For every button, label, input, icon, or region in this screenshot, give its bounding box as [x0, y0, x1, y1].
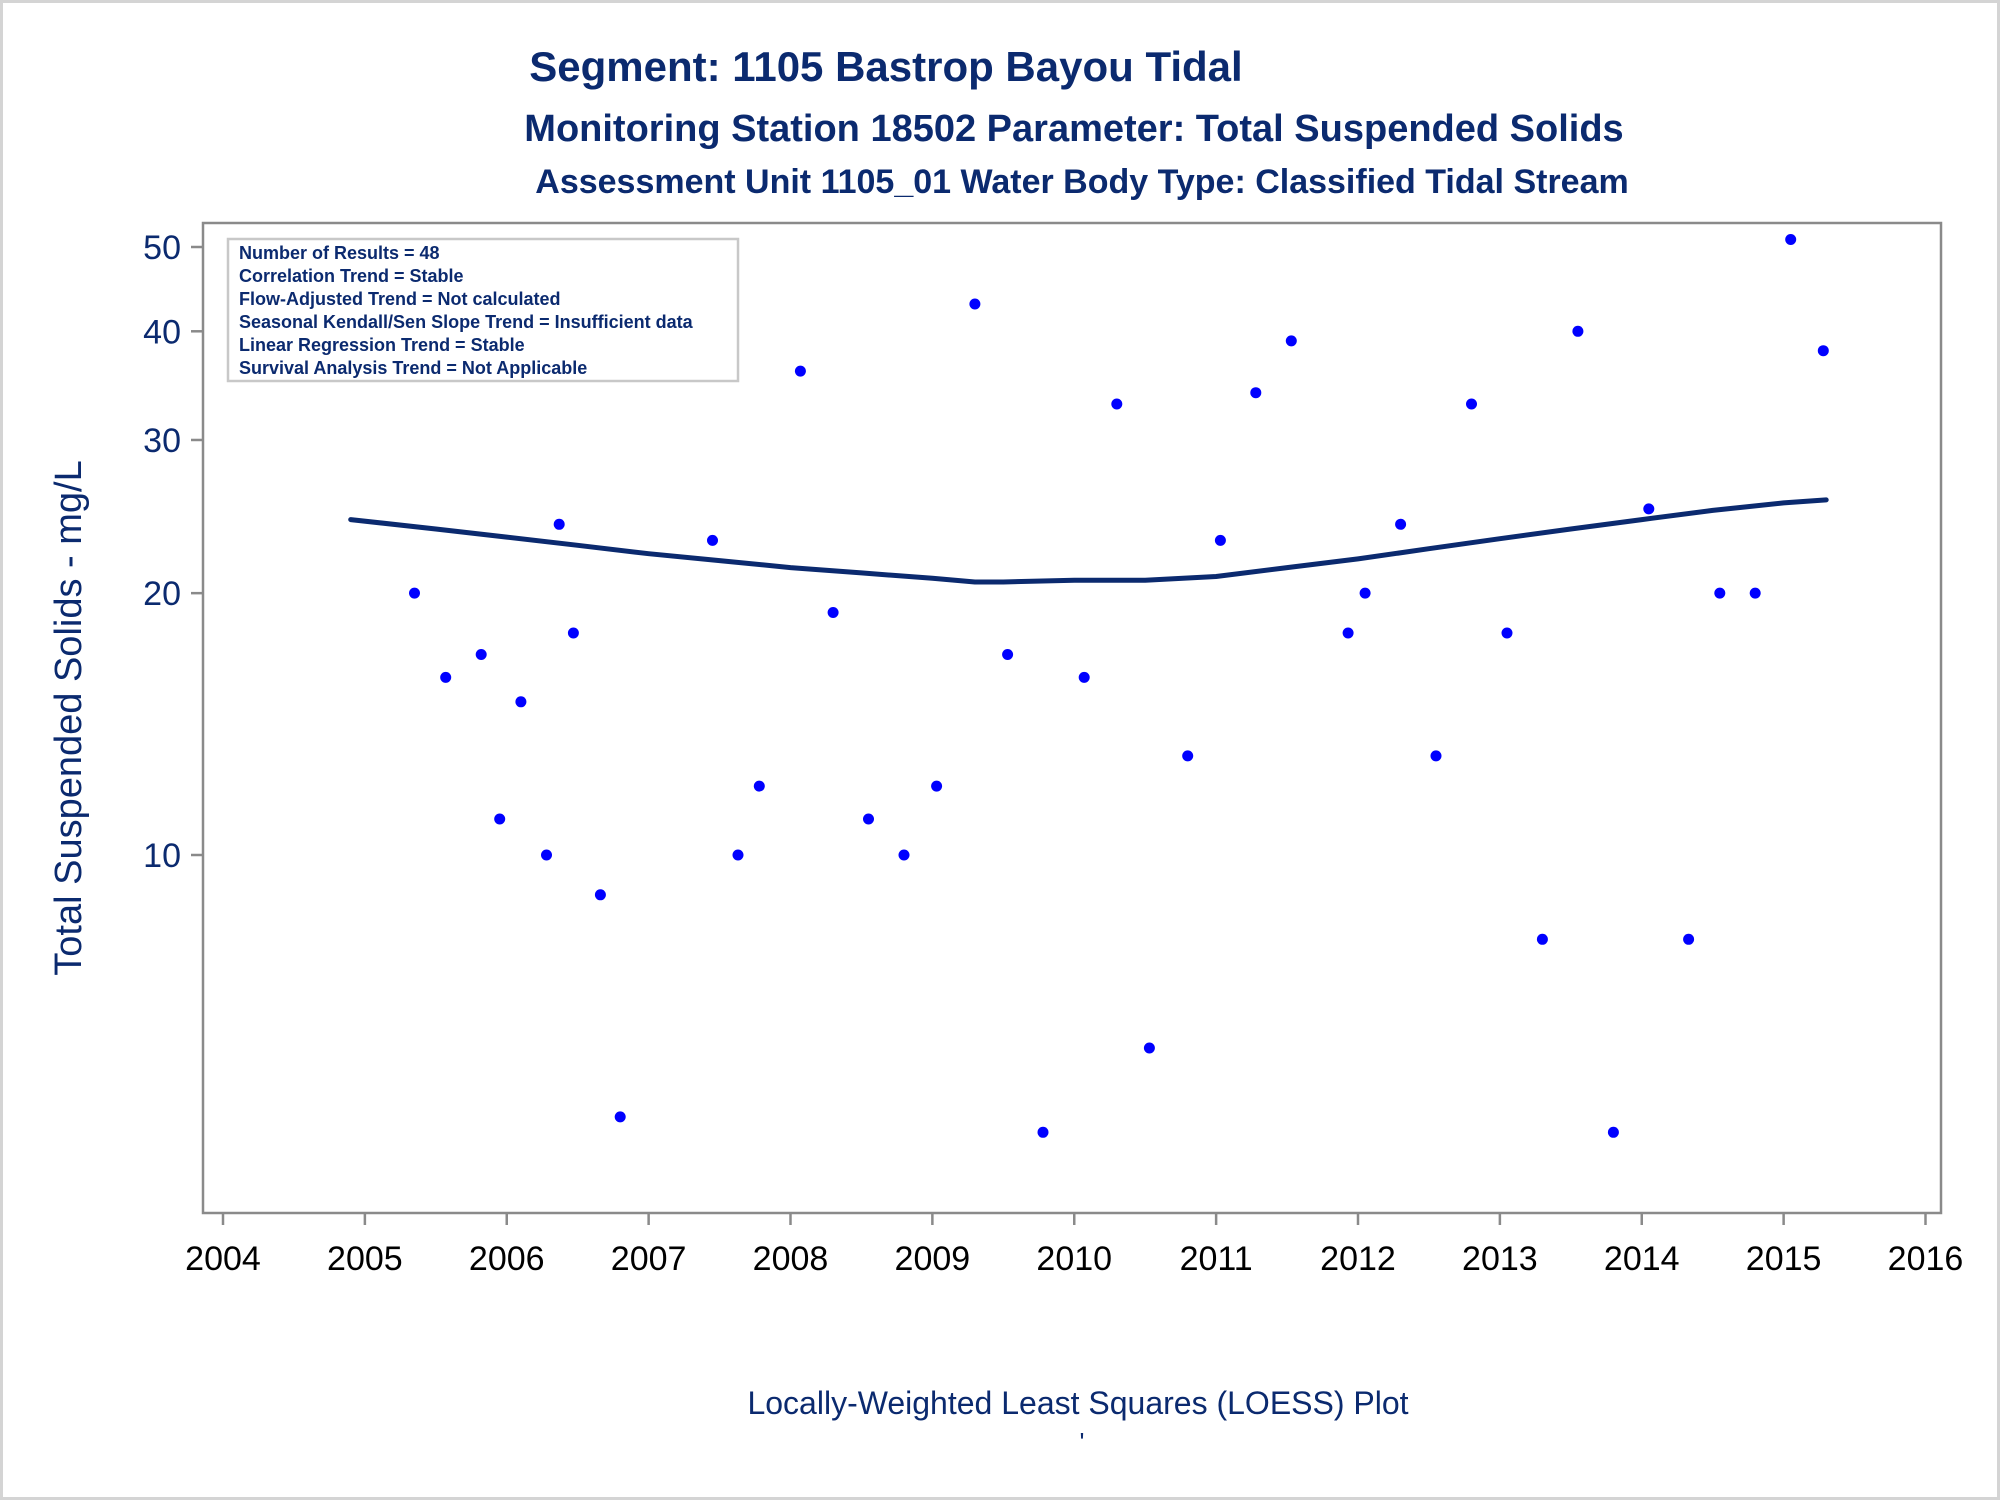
- data-point: [1714, 587, 1726, 599]
- x-tick-label: 2007: [611, 1240, 687, 1278]
- data-point: [475, 649, 487, 660]
- data-point: [1182, 750, 1194, 762]
- x-tick-label: 2006: [469, 1240, 545, 1278]
- data-point: [1285, 335, 1297, 347]
- footnote-mark: ': [1080, 1427, 1085, 1457]
- data-point: [969, 298, 981, 310]
- data-point: [1111, 398, 1123, 410]
- x-tick-label: 2004: [185, 1240, 261, 1278]
- x-tick-label: 2008: [753, 1240, 829, 1278]
- data-point: [1214, 534, 1226, 546]
- data-point: [1683, 933, 1695, 945]
- x-axis-label: Locally-Weighted Least Squares (LOESS) P…: [747, 1385, 1408, 1421]
- y-tick-label: 30: [143, 422, 181, 460]
- stats-lines: Number of Results = 48 Correlation Trend …: [239, 243, 694, 378]
- data-point: [1250, 387, 1262, 399]
- chart-title: Segment: 1105 Bastrop Bayou Tidal: [529, 43, 1242, 90]
- data-point: [827, 607, 839, 618]
- data-point: [541, 849, 552, 861]
- data-point: [753, 780, 765, 792]
- x-tick-label: 2005: [327, 1240, 403, 1278]
- chart-subtitle-2: Assessment Unit 1105_01 Water Body Type:…: [535, 163, 1628, 201]
- x-tick-label: 2011: [1180, 1240, 1253, 1278]
- data-point: [440, 671, 452, 683]
- data-point: [1501, 627, 1513, 639]
- stats-line: Number of Results = 48: [239, 243, 440, 263]
- plot-area: [201, 221, 1943, 1215]
- data-point: [1430, 750, 1442, 762]
- loess-layer: [348, 497, 1829, 585]
- data-point: [1002, 649, 1014, 660]
- data-point: [1607, 1126, 1619, 1138]
- stats-box: Number of Results = 48 Correlation Trend …: [226, 237, 740, 383]
- data-point: [794, 365, 806, 377]
- data-point: [1785, 234, 1797, 245]
- data-point: [931, 780, 943, 792]
- x-tick-label: 2009: [895, 1240, 971, 1278]
- y-tick-label: 20: [143, 575, 181, 613]
- data-point: [1359, 587, 1371, 599]
- stats-line: Correlation Trend = Stable: [239, 266, 464, 286]
- data-point: [1643, 503, 1655, 515]
- data-point: [707, 534, 718, 546]
- stats-line: Survival Analysis Trend = Not Applicable: [239, 358, 587, 378]
- y-axis-label: Total Suspended Solids - mg/L: [48, 460, 90, 975]
- stats-line: Linear Regression Trend = Stable: [239, 335, 525, 355]
- chart-subtitle: Monitoring Station 18502 Parameter: Tota…: [524, 108, 1623, 150]
- data-point: [515, 696, 527, 708]
- y-tick-label: 40: [143, 313, 181, 351]
- x-tick-label: 2016: [1888, 1240, 1964, 1278]
- stats-line: Flow-Adjusted Trend = Not calculated: [239, 289, 561, 309]
- data-point: [732, 849, 744, 861]
- x-tick-label: 2015: [1746, 1240, 1822, 1278]
- y-axis-ticks: 10 20 30 40 50: [143, 229, 203, 875]
- data-point: [1143, 1042, 1155, 1054]
- chart-svg: Segment: 1105 Bastrop Bayou Tidal Monito…: [48, 43, 1963, 1457]
- data-point: [1395, 518, 1407, 530]
- data-point: [553, 518, 565, 530]
- y-tick-label: 50: [143, 229, 181, 267]
- data-point: [594, 889, 606, 901]
- data-point: [898, 849, 910, 861]
- loess-trend-line: [348, 497, 1829, 585]
- data-point: [1749, 587, 1761, 599]
- x-tick-label: 2012: [1320, 1240, 1396, 1278]
- data-point: [494, 813, 506, 825]
- data-point: [1342, 627, 1354, 639]
- data-point: [1037, 1126, 1049, 1138]
- x-tick-label: 2013: [1462, 1240, 1538, 1278]
- data-point: [1817, 345, 1829, 357]
- data-point: [567, 627, 579, 639]
- x-tick-label: 2010: [1036, 1240, 1112, 1278]
- data-point: [1536, 933, 1548, 945]
- stats-box-frame: [226, 237, 740, 383]
- stats-line: Seasonal Kendall/Sen Slope Trend = Insuf…: [239, 312, 694, 332]
- data-point: [614, 1111, 626, 1123]
- data-point: [863, 813, 874, 825]
- x-axis-ticks: 2004 2005 2006 2007 2008 2009 2010 2011 2012 2013…: [185, 1213, 1963, 1278]
- data-point: [1466, 398, 1477, 410]
- data-point: [1078, 671, 1090, 683]
- data-point: [409, 587, 420, 599]
- x-tick-label: 2014: [1604, 1240, 1680, 1278]
- data-point: [1572, 325, 1584, 337]
- y-tick-label: 10: [143, 837, 181, 875]
